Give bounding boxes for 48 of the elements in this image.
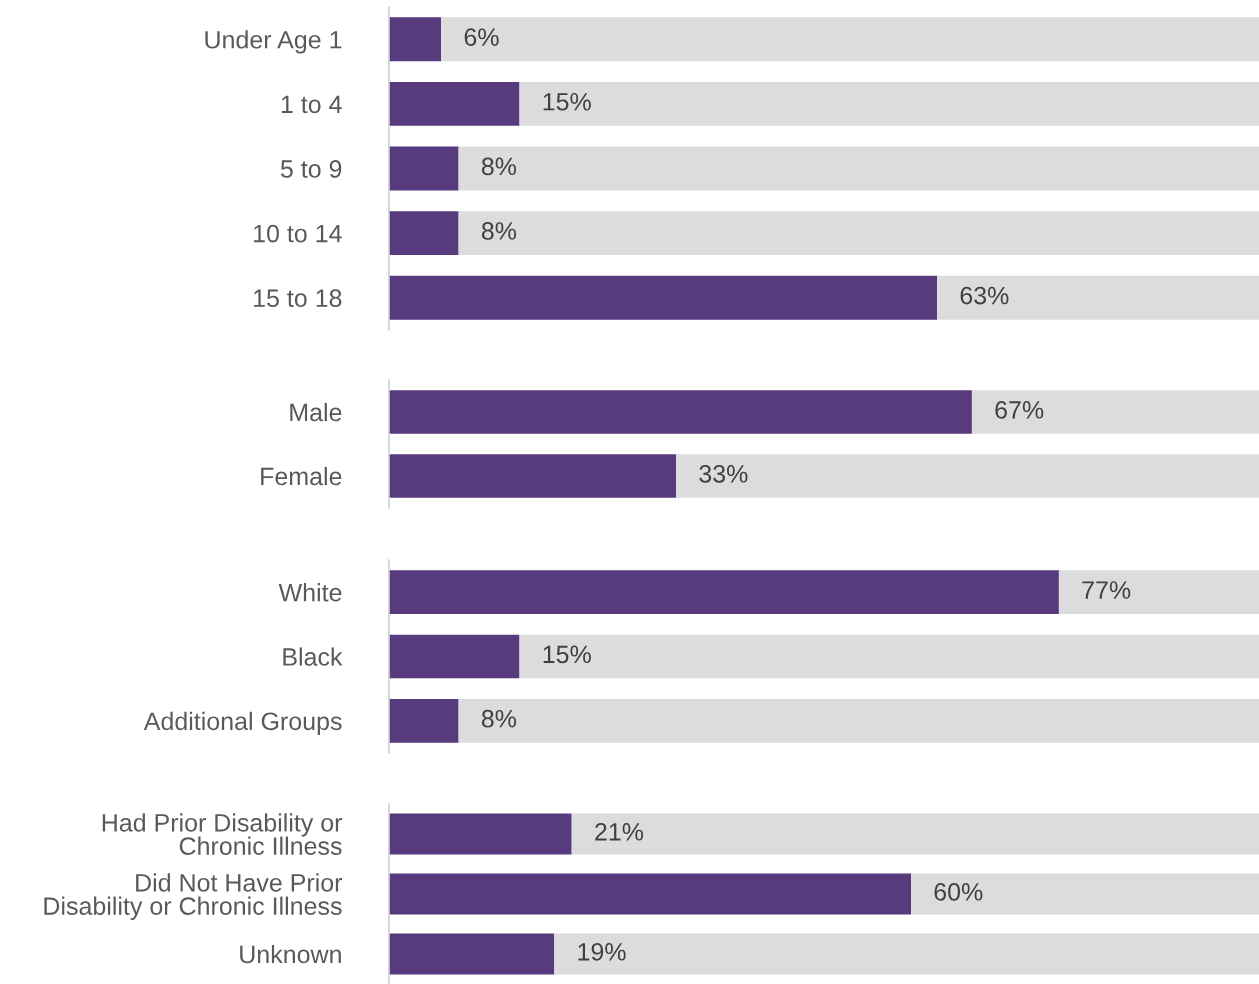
y-tick-label: Did Not Have Prior Disability or Chronic Illness bbox=[44, 873, 343, 920]
y-tick-label: 10 to 14 bbox=[254, 224, 342, 243]
bar bbox=[458, 211, 1259, 256]
y-tick-label: Under Age 1 bbox=[205, 30, 342, 54]
data-label: 15% bbox=[543, 93, 591, 111]
bar bbox=[389, 873, 911, 915]
bar bbox=[389, 570, 1059, 615]
y-tick-label: Female bbox=[261, 466, 342, 486]
bar bbox=[458, 146, 1259, 191]
y-tick-label: Had Prior Disability or Chronic Illness bbox=[102, 813, 343, 855]
bar bbox=[519, 634, 1259, 679]
bar bbox=[937, 275, 1259, 320]
bar bbox=[389, 146, 459, 191]
data-label: 77% bbox=[1082, 581, 1131, 599]
data-label: 21% bbox=[595, 823, 644, 841]
y-tick-label: 5 to 9 bbox=[280, 160, 342, 178]
data-label: 67% bbox=[995, 401, 1044, 419]
y-tick-label: 1 to 4 bbox=[281, 95, 342, 114]
data-label: 19% bbox=[578, 943, 626, 961]
bar bbox=[389, 813, 572, 855]
bar bbox=[389, 698, 459, 743]
data-label: 6% bbox=[464, 28, 499, 47]
bar bbox=[389, 211, 459, 256]
data-label: 33% bbox=[699, 465, 748, 483]
bar bbox=[389, 933, 555, 975]
bar bbox=[554, 933, 1259, 975]
bar bbox=[389, 634, 520, 679]
bar bbox=[1058, 570, 1259, 615]
data-label: 15% bbox=[543, 645, 591, 664]
bar bbox=[389, 275, 938, 320]
y-tick-label: Male bbox=[290, 402, 342, 422]
bar bbox=[519, 81, 1259, 126]
data-label: 60% bbox=[934, 883, 983, 901]
bar bbox=[458, 698, 1259, 743]
bar bbox=[571, 813, 1259, 855]
bar bbox=[441, 17, 1259, 62]
y-tick-label: Additional Groups bbox=[143, 711, 342, 736]
y-tick-label: 15 to 18 bbox=[254, 289, 342, 307]
y-tick-label: Black bbox=[283, 647, 343, 666]
bar bbox=[389, 17, 442, 62]
y-tick-label: Unknown bbox=[240, 944, 341, 964]
data-label: 8% bbox=[481, 157, 517, 176]
bar bbox=[911, 873, 1259, 915]
data-label: 63% bbox=[960, 286, 1009, 305]
y-tick-label: White bbox=[278, 583, 342, 602]
bar bbox=[389, 81, 520, 126]
data-label: 8% bbox=[481, 222, 517, 240]
data-label: 8% bbox=[481, 709, 517, 728]
